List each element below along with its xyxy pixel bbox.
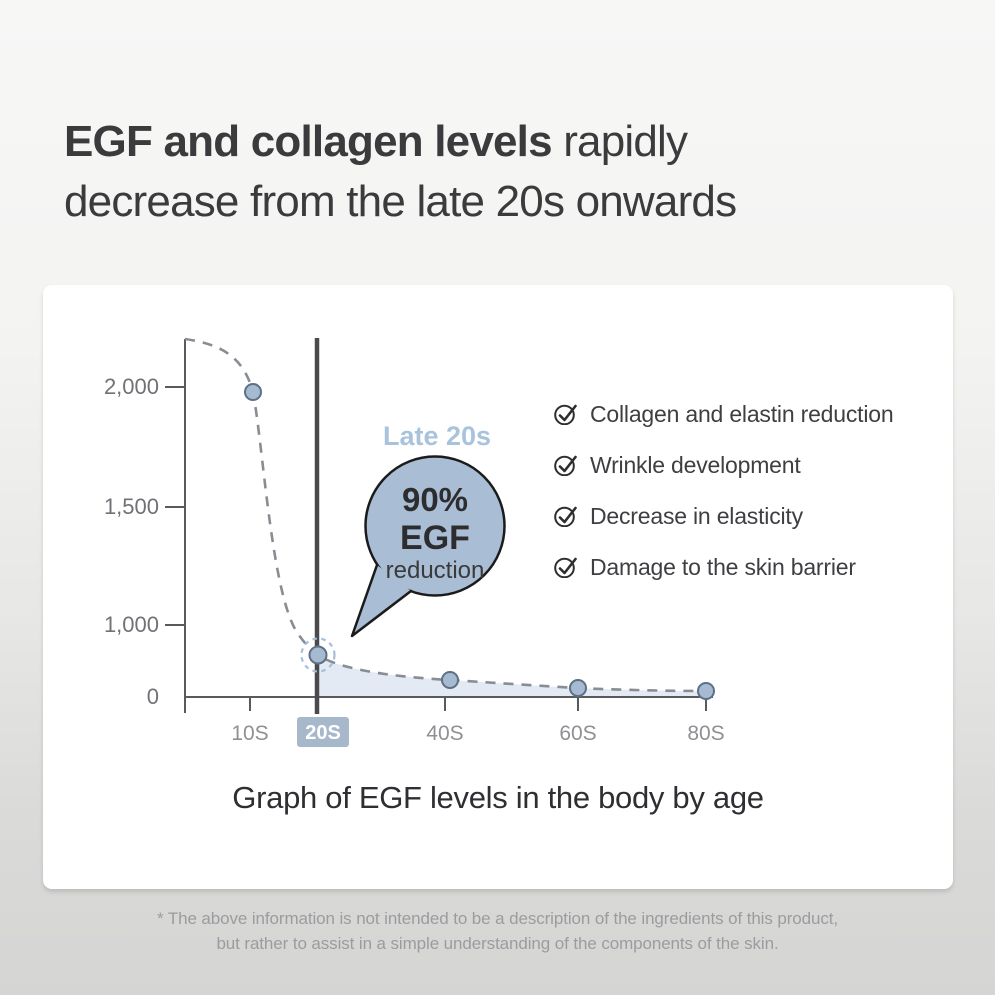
check-circle-icon	[554, 404, 577, 425]
page-title-line2: decrease from the late 20s onwards	[64, 177, 737, 226]
point-60s	[569, 679, 587, 697]
y-label-1500: 1,500	[104, 494, 159, 519]
y-label-0: 0	[147, 684, 159, 709]
x-label-20s: 20S	[305, 722, 341, 744]
check-circle-icon	[554, 455, 577, 476]
page-title-line1: EGF and collagen levels rapidly	[64, 112, 736, 172]
x-label-40s: 40S	[426, 722, 463, 745]
bubble-value: 90%	[402, 481, 468, 518]
disclaimer-line2: but rather to assist in a simple underst…	[216, 934, 779, 953]
disclaimer-text: * The above information is not intended …	[0, 906, 995, 956]
y-label-2000: 2,000	[104, 374, 159, 399]
list-item-label: Wrinkle development	[590, 452, 801, 478]
list-item: Decrease in elasticity	[554, 504, 893, 528]
list-item-label: Decrease in elasticity	[590, 503, 803, 529]
bubble-caption: reduction	[386, 557, 485, 584]
list-item-label: Collagen and elastin reduction	[590, 401, 894, 427]
disclaimer-line1: * The above information is not intended …	[156, 909, 838, 928]
page-title: EGF and collagen levels rapidly decrease…	[64, 112, 737, 232]
point-20s-highlight	[308, 645, 328, 665]
bubble-subject: EGF	[400, 519, 470, 557]
effects-checklist: Collagen and elastin reduction Wrinkle d…	[554, 401, 894, 579]
chart-caption: Graph of EGF levels in the body by age	[232, 780, 764, 815]
point-20s-dashed-ring	[300, 637, 336, 673]
check-circle-icon	[554, 557, 577, 578]
x-label-20s-chip	[297, 717, 349, 747]
egf-line-chart: 2,000 1,500 1,000 0 10S 40S 60S 80S 20S	[104, 337, 725, 747]
chart-card: 2,000 1,500 1,000 0 10S 40S 60S 80S 20S	[43, 285, 953, 889]
x-label-10s: 10S	[231, 722, 268, 745]
list-item: Collagen and elastin reduction	[554, 401, 894, 427]
list-item-label: Damage to the skin barrier	[590, 554, 856, 580]
list-item: Damage to the skin barrier	[554, 555, 893, 579]
area-under-curve	[318, 655, 706, 697]
x-label-80s: 80S	[687, 722, 724, 745]
check-circle-icon	[554, 506, 577, 527]
late-20s-label: Late 20s	[383, 421, 491, 451]
point-80s	[697, 682, 715, 700]
point-10s	[244, 383, 262, 401]
speech-bubble-circle	[364, 455, 506, 597]
list-item: Wrinkle development	[554, 453, 893, 477]
point-40s	[441, 671, 459, 689]
y-label-1000: 1,000	[104, 612, 159, 637]
x-label-60s: 60S	[559, 722, 596, 745]
page-title-bold: EGF and collagen levels	[64, 117, 553, 166]
speech-bubble-tail	[350, 563, 413, 638]
page-title-rest: rapidly	[551, 117, 688, 166]
